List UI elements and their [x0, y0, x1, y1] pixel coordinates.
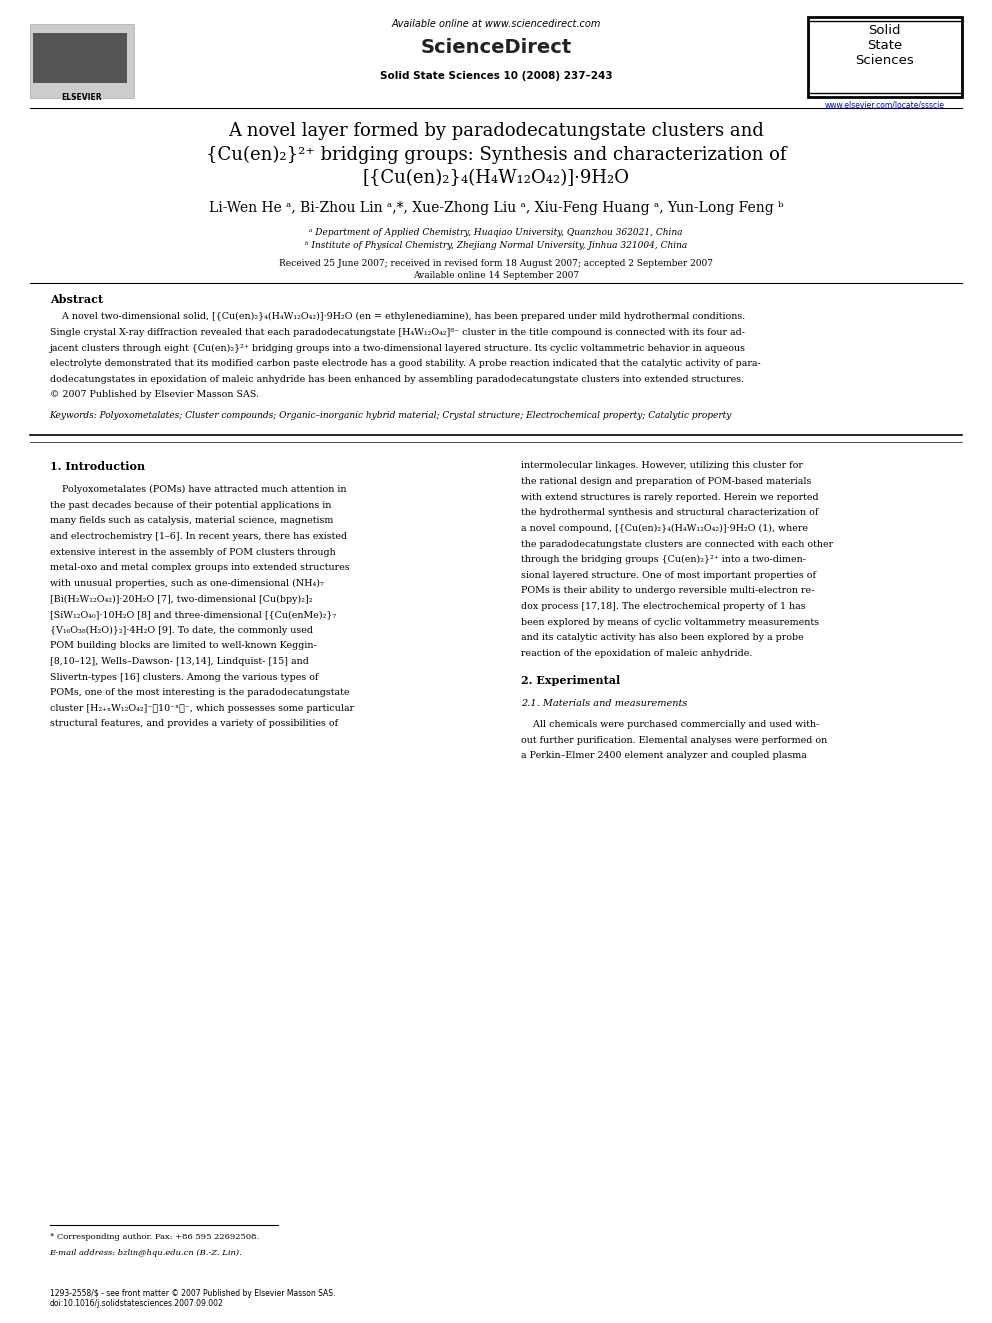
Text: ᵇ Institute of Physical Chemistry, Zhejiang Normal University, Jinhua 321004, Ch: ᵇ Institute of Physical Chemistry, Zheji…: [305, 241, 687, 250]
Text: doi:10.1016/j.solidstatesciences.2007.09.002: doi:10.1016/j.solidstatesciences.2007.09…: [50, 1299, 223, 1308]
Text: ᵃ Department of Applied Chemistry, Huaqiao University, Quanzhou 362021, China: ᵃ Department of Applied Chemistry, Huaqi…: [310, 228, 682, 237]
Text: A novel two-dimensional solid, [{Cu(en)₂}₄(H₄W₁₂O₄₂)]·9H₂O (en = ethylenediamine: A novel two-dimensional solid, [{Cu(en)₂…: [50, 312, 745, 321]
Text: cluster [H₂₊ₓW₁₂O₄₂]⁻（10⁻ˣ）⁻, which possesses some particular: cluster [H₂₊ₓW₁₂O₄₂]⁻（10⁻ˣ）⁻, which poss…: [50, 704, 354, 713]
Text: A novel layer formed by paradodecatungstate clusters and: A novel layer formed by paradodecatungst…: [228, 122, 764, 140]
Text: Available online at www.sciencedirect.com: Available online at www.sciencedirect.co…: [391, 19, 601, 29]
Text: metal-oxo and metal complex groups into extended structures: metal-oxo and metal complex groups into …: [50, 564, 349, 573]
Text: [{Cu(en)₂}₄(H₄W₁₂O₄₂)]·9H₂O: [{Cu(en)₂}₄(H₄W₁₂O₄₂)]·9H₂O: [362, 169, 630, 188]
Text: 2.1. Materials and measurements: 2.1. Materials and measurements: [521, 699, 687, 708]
Text: E-mail address: bzlin@hqu.edu.cn (B.-Z. Lin).: E-mail address: bzlin@hqu.edu.cn (B.-Z. …: [50, 1249, 242, 1257]
Text: © 2007 Published by Elsevier Masson SAS.: © 2007 Published by Elsevier Masson SAS.: [50, 390, 259, 400]
Text: Single crystal X-ray diffraction revealed that each paradodecatungstate [H₄W₁₂O₄: Single crystal X-ray diffraction reveale…: [50, 328, 745, 337]
Text: electrolyte demonstrated that its modified carbon paste electrode has a good sta: electrolyte demonstrated that its modifi…: [50, 359, 760, 368]
Text: a novel compound, [{Cu(en)₂}₄(H₄W₁₂O₄₂)]·9H₂O (1), where: a novel compound, [{Cu(en)₂}₄(H₄W₁₂O₄₂)]…: [521, 524, 807, 533]
Text: reaction of the epoxidation of maleic anhydride.: reaction of the epoxidation of maleic an…: [521, 648, 752, 658]
Text: Keywords: Polyoxometalates; Cluster compounds; Organic–inorganic hybrid material: Keywords: Polyoxometalates; Cluster comp…: [50, 411, 732, 421]
Text: dodecatungstates in epoxidation of maleic anhydride has been enhanced by assembl: dodecatungstates in epoxidation of malei…: [50, 374, 744, 384]
Text: {V₁₆O₃₈(H₂O)}₂]·4H₂O [9]. To date, the commonly used: {V₁₆O₃₈(H₂O)}₂]·4H₂O [9]. To date, the c…: [50, 626, 312, 635]
Text: intermolecular linkages. However, utilizing this cluster for: intermolecular linkages. However, utiliz…: [521, 462, 803, 471]
Text: the past decades because of their potential applications in: the past decades because of their potent…: [50, 501, 331, 509]
Text: structural features, and provides a variety of possibilities of: structural features, and provides a vari…: [50, 720, 337, 729]
Text: [8,10–12], Wells–Dawson- [13,14], Lindquist- [15] and: [8,10–12], Wells–Dawson- [13,14], Lindqu…: [50, 658, 309, 665]
Text: [SiW₁₂O₄₀]·10H₂O [8] and three-dimensional [{Cu(enMe)₂}₇: [SiW₁₂O₄₀]·10H₂O [8] and three-dimension…: [50, 610, 335, 619]
Text: POMs, one of the most interesting is the paradodecatungstate: POMs, one of the most interesting is the…: [50, 688, 349, 697]
Text: [Bi(H₂W₁₂O₄₂)]·20H₂O [7], two-dimensional [Cu(bpy)₂]₂: [Bi(H₂W₁₂O₄₂)]·20H₂O [7], two-dimensiona…: [50, 594, 312, 603]
Text: ELSEVIER: ELSEVIER: [62, 93, 101, 102]
Text: All chemicals were purchased commercially and used with-: All chemicals were purchased commerciall…: [521, 720, 819, 729]
Text: dox process [17,18]. The electrochemical property of 1 has: dox process [17,18]. The electrochemical…: [521, 602, 806, 611]
Text: Solid State Sciences 10 (2008) 237–243: Solid State Sciences 10 (2008) 237–243: [380, 71, 612, 82]
Text: Li-Wen He ᵃ, Bi-Zhou Lin ᵃ,*, Xue-Zhong Liu ᵃ, Xiu-Feng Huang ᵃ, Yun-Long Feng ᵇ: Li-Wen He ᵃ, Bi-Zhou Lin ᵃ,*, Xue-Zhong …: [208, 201, 784, 216]
Text: the hydrothermal synthesis and structural characterization of: the hydrothermal synthesis and structura…: [521, 508, 818, 517]
Text: www.elsevier.com/locate/ssscie: www.elsevier.com/locate/ssscie: [825, 101, 944, 110]
Text: jacent clusters through eight {Cu(en)₂}²⁺ bridging groups into a two-dimensional: jacent clusters through eight {Cu(en)₂}²…: [50, 344, 746, 352]
Text: Received 25 June 2007; received in revised form 18 August 2007; accepted 2 Septe: Received 25 June 2007; received in revis…: [279, 259, 713, 269]
Text: 1293-2558/$ - see front matter © 2007 Published by Elsevier Masson SAS.: 1293-2558/$ - see front matter © 2007 Pu…: [50, 1289, 335, 1298]
Text: ScienceDirect: ScienceDirect: [421, 38, 571, 57]
Text: with extend structures is rarely reported. Herein we reported: with extend structures is rarely reporte…: [521, 492, 818, 501]
Text: out further purification. Elemental analyses were performed on: out further purification. Elemental anal…: [521, 736, 827, 745]
FancyBboxPatch shape: [808, 17, 962, 97]
Text: Slivertn-types [16] clusters. Among the various types of: Slivertn-types [16] clusters. Among the …: [50, 672, 318, 681]
Text: Solid
State
Sciences: Solid State Sciences: [855, 24, 915, 67]
Text: Polyoxometalates (POMs) have attracted much attention in: Polyoxometalates (POMs) have attracted m…: [50, 486, 346, 495]
Text: the rational design and preparation of POM-based materials: the rational design and preparation of P…: [521, 478, 811, 486]
Text: a Perkin–Elmer 2400 element analyzer and coupled plasma: a Perkin–Elmer 2400 element analyzer and…: [521, 751, 806, 761]
Text: and electrochemistry [1–6]. In recent years, there has existed: and electrochemistry [1–6]. In recent ye…: [50, 532, 347, 541]
Text: POM building blocks are limited to well-known Keggin-: POM building blocks are limited to well-…: [50, 642, 316, 651]
Text: 2. Experimental: 2. Experimental: [521, 675, 620, 687]
Text: through the bridging groups {Cu(en)₂}²⁺ into a two-dimen-: through the bridging groups {Cu(en)₂}²⁺ …: [521, 556, 806, 564]
Text: Abstract: Abstract: [50, 294, 103, 304]
Text: 1. Introduction: 1. Introduction: [50, 462, 145, 472]
Text: extensive interest in the assembly of POM clusters through: extensive interest in the assembly of PO…: [50, 548, 335, 557]
FancyBboxPatch shape: [30, 24, 134, 98]
Text: with unusual properties, such as one-dimensional (NH₄)₇: with unusual properties, such as one-dim…: [50, 579, 323, 587]
Text: POMs is their ability to undergo reversible multi-electron re-: POMs is their ability to undergo reversi…: [521, 586, 814, 595]
Text: and its catalytic activity has also been explored by a probe: and its catalytic activity has also been…: [521, 634, 804, 642]
Text: been explored by means of cyclic voltammetry measurements: been explored by means of cyclic voltamm…: [521, 618, 818, 627]
Text: Available online 14 September 2007: Available online 14 September 2007: [413, 271, 579, 280]
Text: the paradodecatungstate clusters are connected with each other: the paradodecatungstate clusters are con…: [521, 540, 833, 549]
Text: * Corresponding author. Fax: +86 595 22692508.: * Corresponding author. Fax: +86 595 226…: [50, 1233, 259, 1241]
FancyBboxPatch shape: [33, 33, 127, 83]
Text: many fields such as catalysis, material science, magnetism: many fields such as catalysis, material …: [50, 516, 333, 525]
Text: sional layered structure. One of most important properties of: sional layered structure. One of most im…: [521, 570, 815, 579]
Text: {Cu(en)₂}²⁺ bridging groups: Synthesis and characterization of: {Cu(en)₂}²⁺ bridging groups: Synthesis a…: [205, 146, 787, 164]
